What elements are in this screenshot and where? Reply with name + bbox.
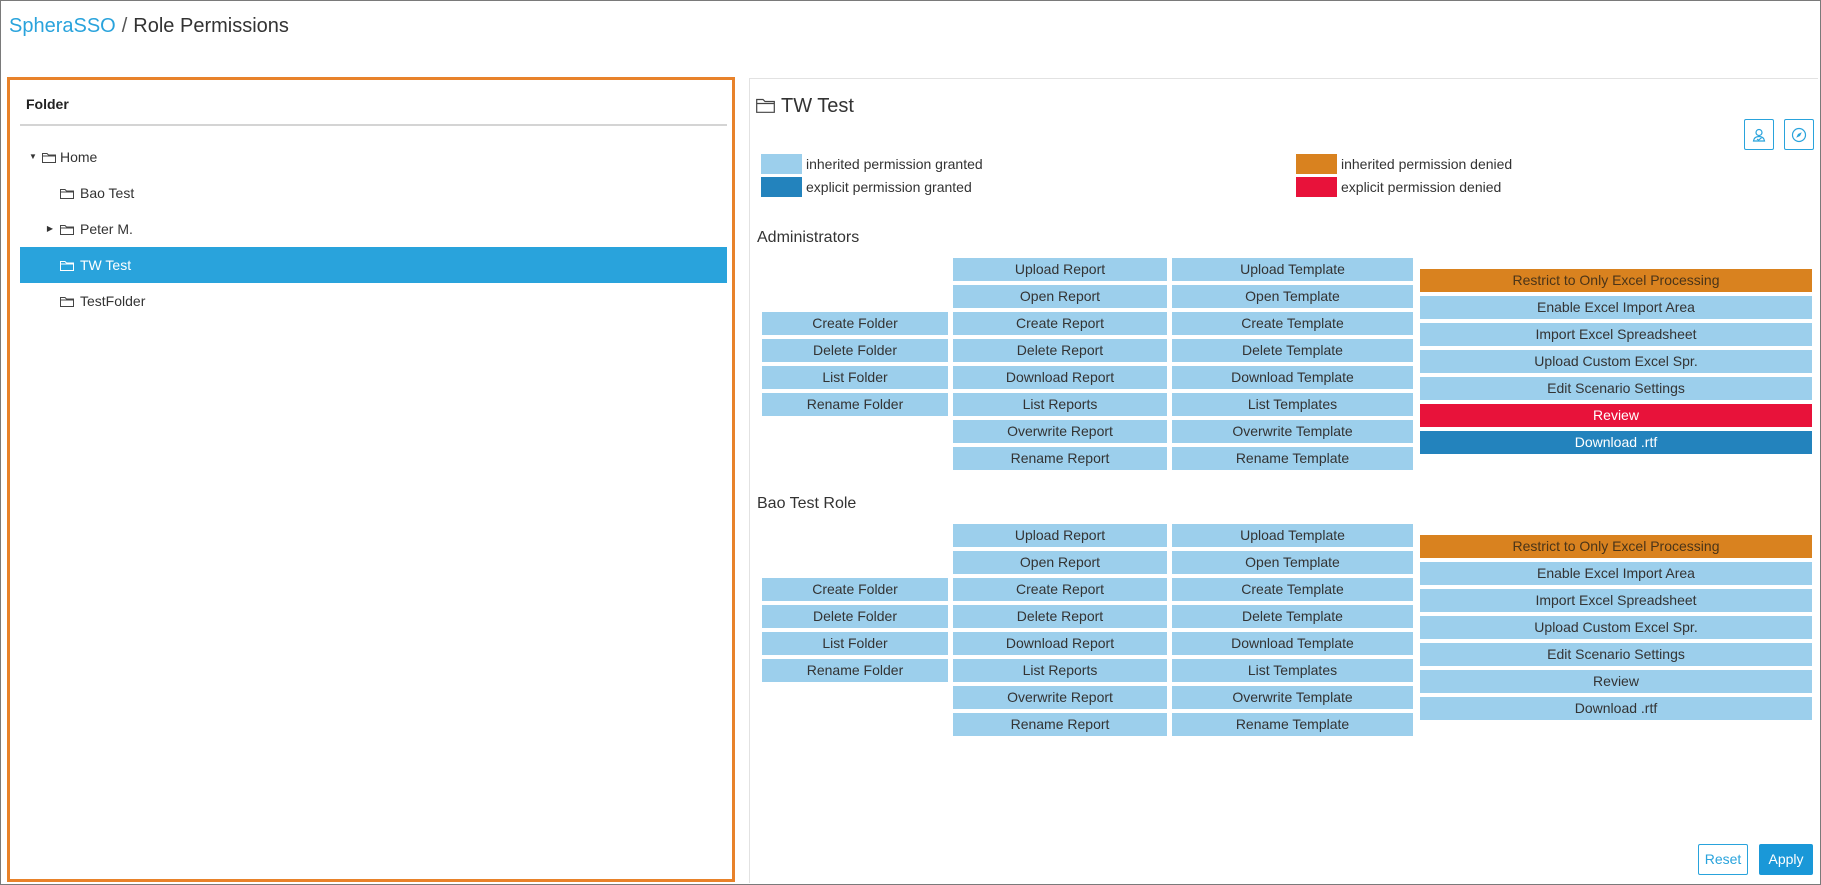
user-permission-button[interactable] [1744,119,1774,150]
permission-upload-custom-excel-spr[interactable]: Upload Custom Excel Spr. [1420,616,1812,639]
folder-icon [756,98,775,113]
permission-open-template[interactable]: Open Template [1172,285,1413,308]
permission-import-excel-spreadsheet[interactable]: Import Excel Spreadsheet [1420,323,1812,346]
tree-item-label: Peter M. [80,221,133,237]
apply-button[interactable]: Apply [1759,844,1813,875]
legend-label: explicit permission denied [1341,179,1502,195]
permission-rename-template[interactable]: Rename Template [1172,713,1413,736]
folder-icon [60,189,74,199]
permission-download-rtf[interactable]: Download .rtf [1420,697,1812,720]
permission-upload-report[interactable]: Upload Report [953,524,1167,547]
page-title: TW Test [756,94,854,118]
permission-restrict-to-only-excel-processing[interactable]: Restrict to Only Excel Processing [1420,535,1812,558]
permission-restrict-to-only-excel-processing[interactable]: Restrict to Only Excel Processing [1420,269,1812,292]
permission-download-report[interactable]: Download Report [953,632,1167,655]
permission-list-folder[interactable]: List Folder [762,632,948,655]
breadcrumb-link-spherasso[interactable]: SpheraSSO [9,15,116,37]
permission-delete-folder[interactable]: Delete Folder [762,605,948,628]
tree-item-testfolder[interactable]: TestFolder [20,283,727,319]
permission-delete-report[interactable]: Delete Report [953,339,1167,362]
permission-create-template[interactable]: Create Template [1172,578,1413,601]
reset-button[interactable]: Reset [1698,844,1748,875]
permission-rename-template[interactable]: Rename Template [1172,447,1413,470]
permission-rename-report[interactable]: Rename Report [953,447,1167,470]
permission-review[interactable]: Review [1420,670,1812,693]
permission-rename-folder[interactable]: Rename Folder [762,659,948,682]
breadcrumb-current: Role Permissions [133,15,289,37]
folder-name: TW Test [781,95,854,117]
permission-import-excel-spreadsheet[interactable]: Import Excel Spreadsheet [1420,589,1812,612]
permission-upload-template[interactable]: Upload Template [1172,524,1413,547]
permission-open-template[interactable]: Open Template [1172,551,1413,574]
permission-download-rtf[interactable]: Download .rtf [1420,431,1812,454]
permission-upload-custom-excel-spr[interactable]: Upload Custom Excel Spr. [1420,350,1812,373]
breadcrumb: SpheraSSO / Role Permissions [9,14,289,38]
permission-download-template[interactable]: Download Template [1172,632,1413,655]
legend-label: inherited permission denied [1341,156,1513,172]
permission-create-template[interactable]: Create Template [1172,312,1413,335]
role-name: Bao Test Role [757,495,857,512]
tree-item-home[interactable]: ▼ Home [20,139,727,175]
tree-item-label: Home [60,149,98,165]
tree-item-label: TW Test [80,257,132,273]
legend-label: inherited permission granted [806,156,983,172]
permission-download-template[interactable]: Download Template [1172,366,1413,389]
folder-icon [60,261,74,271]
permission-download-report[interactable]: Download Report [953,366,1167,389]
tree-item-peter-m[interactable]: ▶ Peter M. [20,211,727,247]
permission-overwrite-report[interactable]: Overwrite Report [953,420,1167,443]
permission-edit-scenario-settings[interactable]: Edit Scenario Settings [1420,377,1812,400]
permission-open-report[interactable]: Open Report [953,285,1167,308]
permission-create-folder[interactable]: Create Folder [762,578,948,601]
permission-overwrite-template[interactable]: Overwrite Template [1172,420,1413,443]
permission-delete-folder[interactable]: Delete Folder [762,339,948,362]
permission-create-folder[interactable]: Create Folder [762,312,948,335]
tree-item-label: Bao Test [80,185,135,201]
permission-rename-report[interactable]: Rename Report [953,713,1167,736]
permission-upload-template[interactable]: Upload Template [1172,258,1413,281]
permission-create-report[interactable]: Create Report [953,578,1167,601]
permission-enable-excel-import-area[interactable]: Enable Excel Import Area [1420,296,1812,319]
permission-delete-report[interactable]: Delete Report [953,605,1167,628]
permission-overwrite-template[interactable]: Overwrite Template [1172,686,1413,709]
legend-swatch [761,177,802,197]
permission-open-report[interactable]: Open Report [953,551,1167,574]
permission-list-templates[interactable]: List Templates [1172,659,1413,682]
permission-list-reports[interactable]: List Reports [953,393,1167,416]
permission-edit-scenario-settings[interactable]: Edit Scenario Settings [1420,643,1812,666]
permission-delete-template[interactable]: Delete Template [1172,339,1413,362]
folder-icon [60,297,74,307]
tree-item-tw-test[interactable]: TW Test [20,247,727,283]
legend-label: explicit permission granted [806,179,972,195]
folder-icon [60,225,74,235]
permission-create-report[interactable]: Create Report [953,312,1167,335]
legend-swatch [761,154,802,174]
permission-review[interactable]: Review [1420,404,1812,427]
permission-list-templates[interactable]: List Templates [1172,393,1413,416]
legend-swatch [1296,177,1337,197]
permissions-panel: TW Test inherited permission granted exp… [749,78,1818,883]
caret-right-icon[interactable]: ▶ [46,224,54,233]
tree-item-label: TestFolder [80,293,146,309]
compass-button[interactable] [1784,119,1814,150]
role-name: Administrators [757,229,860,246]
compass-icon [1791,127,1807,142]
permission-overwrite-report[interactable]: Overwrite Report [953,686,1167,709]
divider [20,124,727,126]
permission-rename-folder[interactable]: Rename Folder [762,393,948,416]
permission-list-reports[interactable]: List Reports [953,659,1167,682]
folder-icon [42,153,56,163]
breadcrumb-separator: / [121,15,128,37]
permission-enable-excel-import-area[interactable]: Enable Excel Import Area [1420,562,1812,585]
folder-panel: Folder ▼ Home Bao Test ▶ Peter M. TW Tes… [7,77,735,882]
permission-delete-template[interactable]: Delete Template [1172,605,1413,628]
tree-item-bao-test[interactable]: Bao Test [20,175,727,211]
permission-upload-report[interactable]: Upload Report [953,258,1167,281]
user-permission-icon [1752,128,1766,142]
legend-swatch [1296,154,1337,174]
folder-panel-title: Folder [26,96,69,112]
permission-list-folder[interactable]: List Folder [762,366,948,389]
caret-down-icon[interactable]: ▼ [29,152,37,161]
